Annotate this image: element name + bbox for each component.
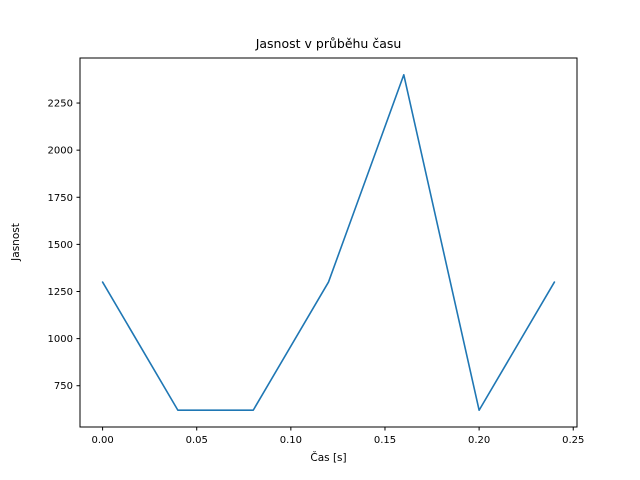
- y-tick-label: 2250: [48, 99, 73, 110]
- chart-title: Jasnost v průběhu času: [255, 36, 402, 51]
- y-tick-label: 1500: [48, 240, 73, 251]
- axes-spines: [79, 57, 578, 428]
- y-axis-label: Jasnost: [10, 223, 22, 261]
- y-tick-label: 1250: [48, 287, 73, 298]
- data-line-series: [101, 73, 556, 412]
- x-tick-label: 0.20: [468, 435, 490, 446]
- x-tick-label: 0.05: [186, 435, 208, 446]
- x-tick-label: 0.00: [91, 435, 113, 446]
- y-tick-label: 750: [54, 381, 73, 392]
- y-tick-label: 1000: [48, 334, 73, 345]
- x-tick-label: 0.10: [280, 435, 302, 446]
- y-tick-label: 1750: [48, 193, 73, 204]
- x-tick-label: 0.15: [374, 435, 396, 446]
- y-tick-label: 2000: [48, 146, 73, 157]
- x-axis-label: Čas [s]: [310, 452, 347, 464]
- x-tick-label: 0.25: [562, 435, 584, 446]
